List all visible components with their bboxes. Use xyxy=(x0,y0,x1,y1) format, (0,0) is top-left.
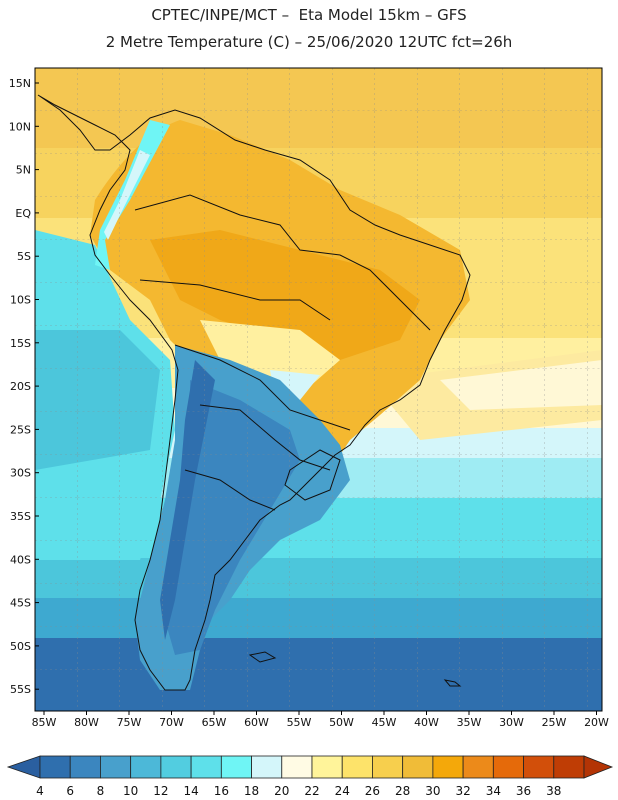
lat-label: 15S xyxy=(10,337,31,350)
lat-label: 50S xyxy=(10,640,31,653)
lat-label: 20S xyxy=(10,380,31,393)
colorbar-swatch xyxy=(553,755,585,779)
lon-label: 70W xyxy=(159,716,184,729)
colorbar-label: 34 xyxy=(486,784,501,798)
colorbar-label: 14 xyxy=(183,784,198,798)
lon-label: 20W xyxy=(584,716,609,729)
lat-label: 35S xyxy=(10,510,31,523)
lat-label: 10N xyxy=(9,120,31,133)
lon-label: 25W xyxy=(542,716,567,729)
country-borders xyxy=(37,94,471,691)
colorbar-high-arrow xyxy=(583,755,614,779)
colorbar-label: 20 xyxy=(274,784,289,798)
colorbar-swatch xyxy=(130,755,162,779)
colorbar-swatch xyxy=(462,755,494,779)
lon-label: 45W xyxy=(372,716,397,729)
lon-label: 75W xyxy=(117,716,142,729)
colorbar-label: 16 xyxy=(214,784,229,798)
colorbar-label: 36 xyxy=(516,784,531,798)
colorbar-swatch xyxy=(39,755,71,779)
colorbar-label: 4 xyxy=(36,784,44,798)
colorbar-label: 38 xyxy=(546,784,561,798)
lon-label: 40W xyxy=(414,716,439,729)
colorbar-label: 30 xyxy=(425,784,440,798)
temperature-field xyxy=(35,68,602,711)
lat-label: 15N xyxy=(9,77,31,90)
colorbar-swatch xyxy=(160,755,192,779)
colorbar-label: 18 xyxy=(244,784,259,798)
colorbar-label: 26 xyxy=(365,784,380,798)
colorbar-label: 10 xyxy=(123,784,138,798)
lon-label: 60W xyxy=(244,716,269,729)
colorbar-swatch xyxy=(100,755,132,779)
colorbar-swatch xyxy=(523,755,555,779)
longitude-axis: 85W 80W 75W 70W 65W 60W 55W 50W 45W 40W 35W 30W 25W 2… xyxy=(32,711,609,729)
lat-label: EQ xyxy=(15,207,31,220)
colorbar-swatch xyxy=(432,755,464,779)
colorbar: 4 6 8 10 12 14 16 18 20 22 24 26 28 30 32 34 36 38 xyxy=(6,755,614,798)
colorbar-label: 12 xyxy=(153,784,168,798)
colorbar-label: 32 xyxy=(455,784,470,798)
colorbar-label: 6 xyxy=(66,784,74,798)
colorbar-swatch xyxy=(69,755,101,779)
lon-label: 50W xyxy=(329,716,354,729)
lat-label: 5N xyxy=(16,164,31,177)
lat-label: 25S xyxy=(10,423,31,436)
colorbar-swatch xyxy=(190,755,222,779)
lat-label: 45S xyxy=(10,597,31,610)
lon-label: 65W xyxy=(202,716,227,729)
colorbar-label: 28 xyxy=(395,784,410,798)
lat-label: 40S xyxy=(10,553,31,566)
lat-label: 5S xyxy=(17,250,31,263)
lon-label: 80W xyxy=(74,716,99,729)
map-frame xyxy=(34,67,603,712)
colorbar-low-arrow xyxy=(6,755,41,779)
colorbar-swatch xyxy=(251,755,283,779)
lat-label: 10S xyxy=(10,294,31,307)
lon-label: 35W xyxy=(457,716,482,729)
lon-label: 85W xyxy=(32,716,57,729)
lon-label: 30W xyxy=(499,716,524,729)
map-subtitle: 2 Metre Temperature (C) – 25/06/2020 12U… xyxy=(105,33,513,51)
colorbar-swatch xyxy=(281,755,313,779)
lon-label: 55W xyxy=(287,716,312,729)
map-title: CPTEC/INPE/MCT – Eta Model 15km – GFS xyxy=(151,6,467,24)
colorbar-swatch xyxy=(341,755,373,779)
lat-label: 30S xyxy=(10,467,31,480)
colorbar-swatch xyxy=(492,755,524,779)
lat-label: 55S xyxy=(10,683,31,696)
colorbar-label: 24 xyxy=(335,784,350,798)
colorbar-swatch xyxy=(372,755,404,779)
colorbar-label: 22 xyxy=(304,784,319,798)
latitude-axis: 15N 10N 5N EQ 5S 10S 15S 20S 25S 30S 35S 40S 45S 50S 5… xyxy=(9,77,39,696)
colorbar-label: 8 xyxy=(97,784,105,798)
colorbar-swatch xyxy=(402,755,434,779)
colorbar-swatch xyxy=(220,755,252,779)
colorbar-swatch xyxy=(311,755,343,779)
